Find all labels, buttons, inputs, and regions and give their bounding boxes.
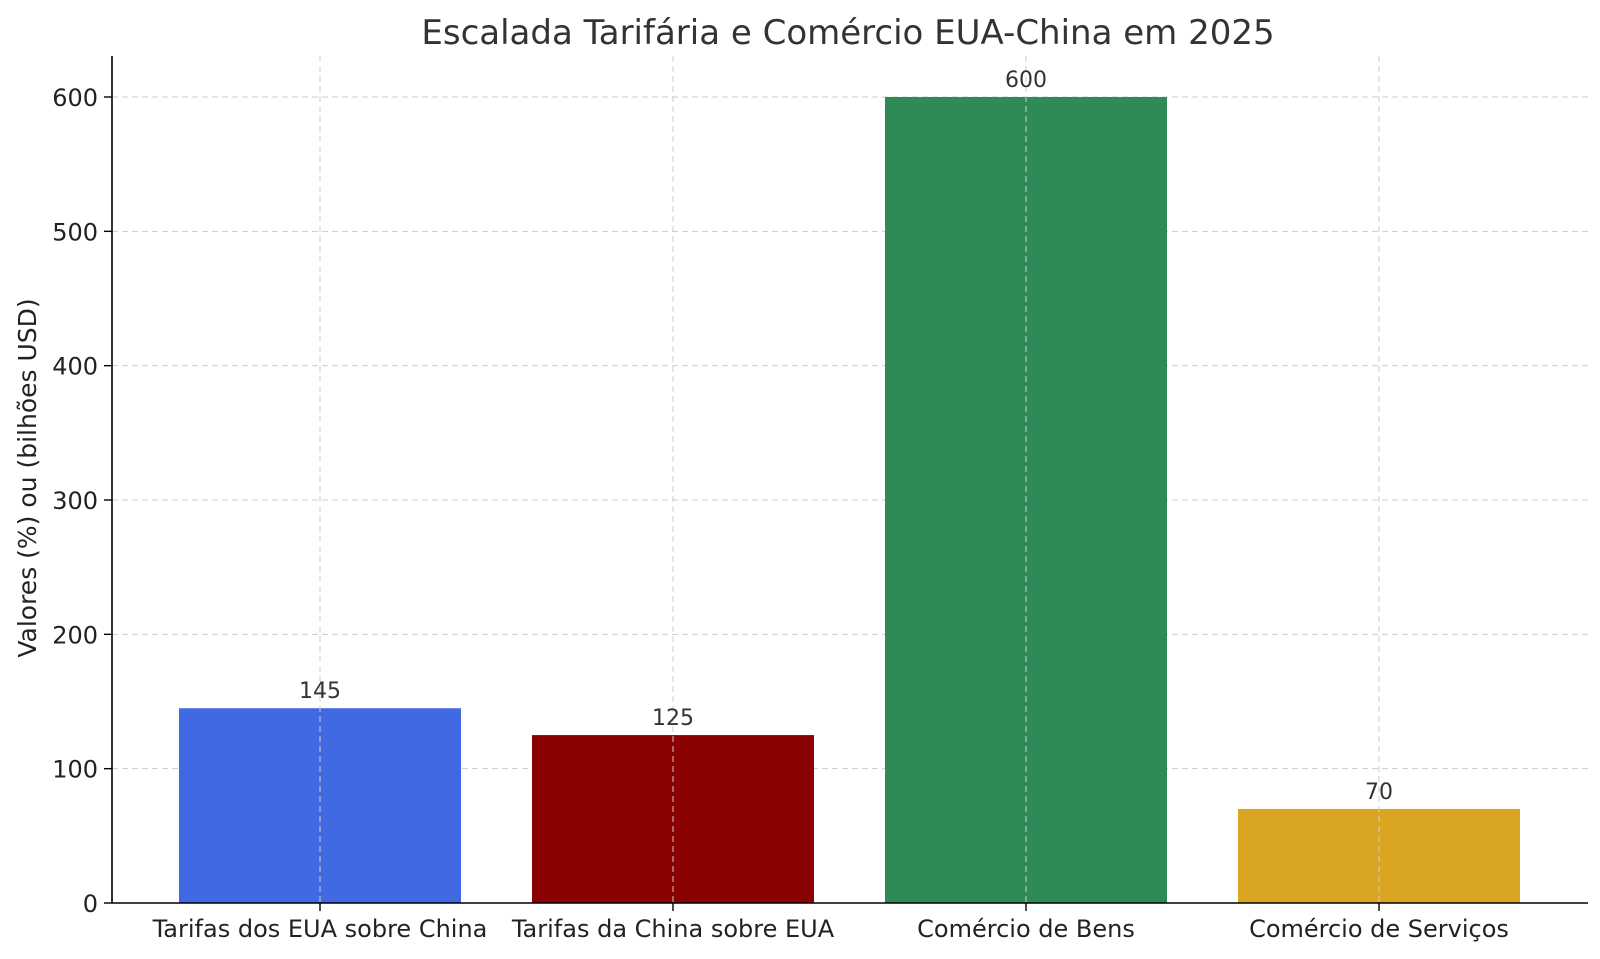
labels: 0 100 200 300 400 500 600 Tarifas dos EUA sobre… — [52, 68, 1509, 943]
chart-title: Escalada Tarifária e Comércio EUA-China … — [421, 13, 1274, 53]
y-tick-label: 500 — [52, 218, 98, 246]
y-tick-label: 400 — [52, 353, 98, 381]
axes — [104, 56, 1588, 911]
y-tick-label: 200 — [52, 621, 98, 649]
grid — [112, 96, 1588, 770]
y-axis-label: Valores (%) ou (bilhões USD) — [13, 298, 42, 657]
y-tick-label: 100 — [52, 756, 98, 784]
y-tick-label: 600 — [52, 84, 98, 112]
bar-value-label: 600 — [1005, 68, 1047, 93]
x-tick-label: Tarifas da China sobre EUA — [511, 915, 835, 943]
vertical-grid — [319, 56, 1380, 903]
bar-value-label: 145 — [299, 679, 341, 704]
x-tick-label: Tarifas dos EUA sobre China — [152, 915, 488, 943]
bars — [179, 97, 1520, 903]
x-tick-label: Comércio de Serviços — [1249, 915, 1509, 943]
y-tick-label: 0 — [83, 890, 98, 918]
bar-value-label: 125 — [652, 706, 694, 731]
x-tick-label: Comércio de Bens — [917, 915, 1135, 943]
bar-value-label: 70 — [1365, 780, 1393, 805]
y-tick-label: 300 — [52, 487, 98, 515]
